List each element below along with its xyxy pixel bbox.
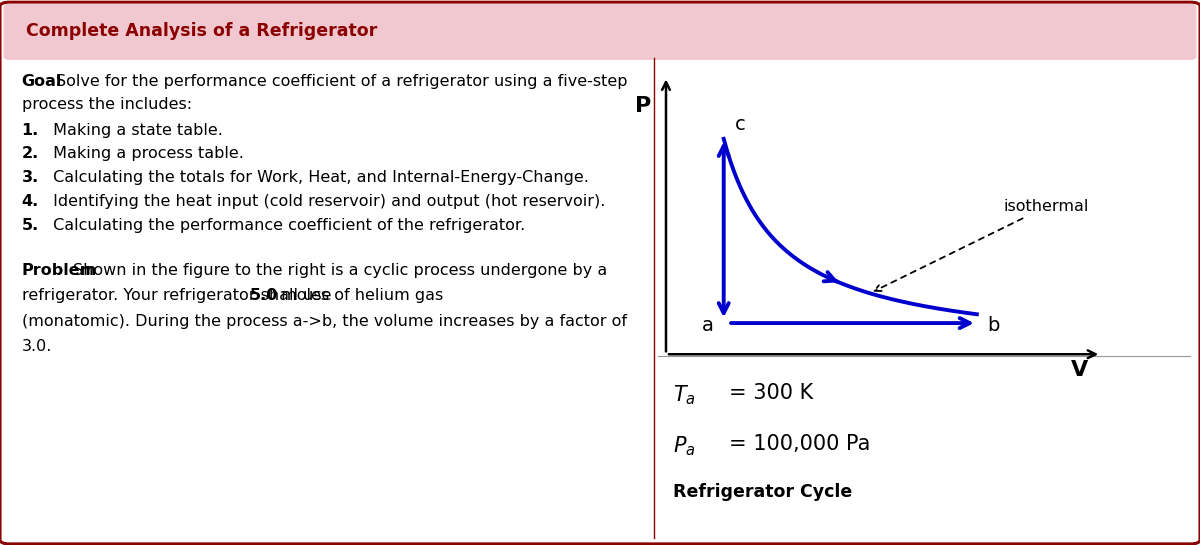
Text: isothermal: isothermal — [875, 199, 1088, 291]
Text: Goal: Goal — [22, 74, 62, 89]
Text: 3.: 3. — [22, 169, 38, 185]
Text: moles of helium gas: moles of helium gas — [276, 288, 444, 304]
Text: Refrigerator Cycle: Refrigerator Cycle — [673, 483, 853, 501]
Text: Calculating the performance coefficient of the refrigerator.: Calculating the performance coefficient … — [48, 219, 526, 233]
Text: V: V — [1070, 360, 1087, 380]
Text: $P_a$: $P_a$ — [673, 434, 696, 458]
Text: Shown in the figure to the right is a cyclic process undergone by a: Shown in the figure to the right is a cy… — [73, 263, 607, 278]
Text: 1.: 1. — [22, 124, 38, 138]
Text: (monatomic). During the process a->b, the volume increases by a factor of: (monatomic). During the process a->b, th… — [22, 314, 626, 329]
Text: Making a state table.: Making a state table. — [48, 124, 223, 138]
Text: a: a — [702, 317, 713, 335]
Text: P: P — [635, 96, 652, 116]
Text: 2.: 2. — [22, 147, 38, 161]
Text: Complete Analysis of a Refrigerator: Complete Analysis of a Refrigerator — [26, 22, 378, 40]
Text: = 300 K: = 300 K — [728, 383, 814, 403]
Text: Calculating the totals for Work, Heat, and Internal-Energy-Change.: Calculating the totals for Work, Heat, a… — [48, 169, 589, 185]
Text: Identifying the heat input (cold reservoir) and output (hot reservoir).: Identifying the heat input (cold reservo… — [48, 194, 605, 209]
Text: c: c — [734, 116, 745, 134]
Text: process the includes:: process the includes: — [22, 97, 192, 112]
Text: Making a process table.: Making a process table. — [48, 147, 244, 161]
Text: = 100,000 Pa: = 100,000 Pa — [728, 434, 870, 455]
Text: 5.: 5. — [22, 219, 38, 233]
Text: $T_a$: $T_a$ — [673, 383, 696, 407]
Text: b: b — [988, 317, 1000, 335]
Text: 5.0: 5.0 — [250, 288, 277, 304]
Text: Problem: Problem — [22, 263, 97, 278]
Text: Solve for the performance coefficient of a refrigerator using a five-step: Solve for the performance coefficient of… — [56, 74, 628, 89]
Text: 4.: 4. — [22, 194, 38, 209]
Text: 3.0.: 3.0. — [22, 339, 52, 354]
Text: refrigerator. Your refrigerator shall use: refrigerator. Your refrigerator shall us… — [22, 288, 336, 304]
FancyBboxPatch shape — [4, 4, 1196, 60]
